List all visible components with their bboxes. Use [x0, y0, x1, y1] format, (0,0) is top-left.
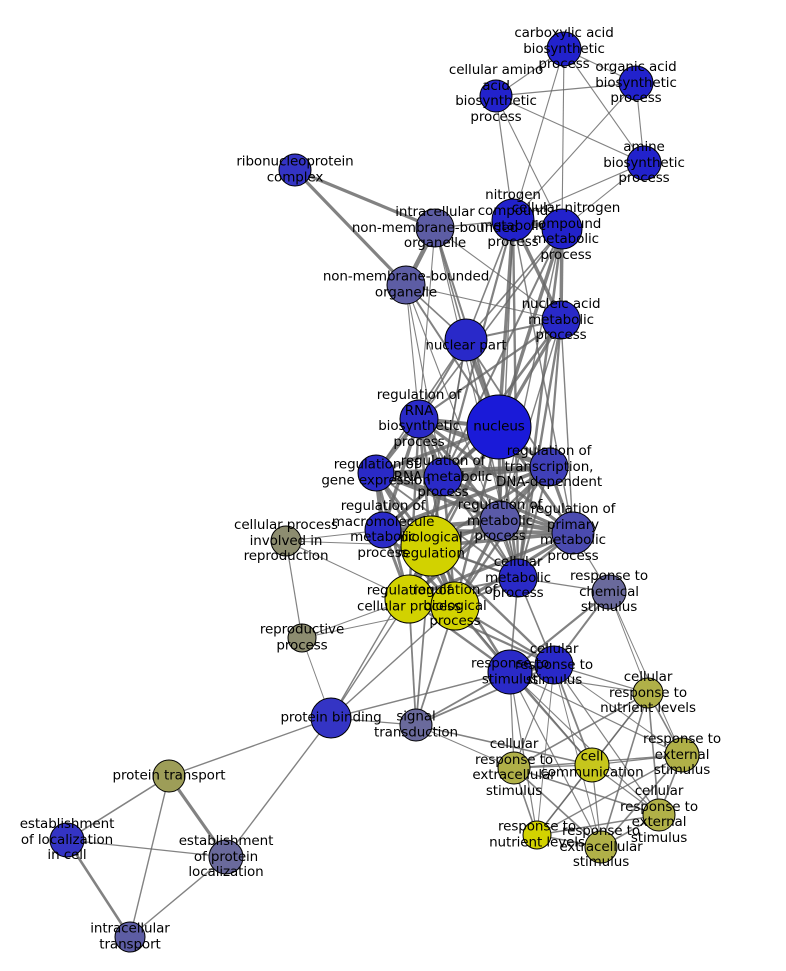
- graph-edge: [495, 95, 645, 164]
- graph-node-establishment-of-protein-localization[interactable]: [208, 839, 244, 875]
- graph-node-regulation-of-cellular-process[interactable]: [384, 574, 434, 624]
- graph-node-reproductive-process[interactable]: [287, 623, 317, 653]
- graph-edge: [608, 591, 683, 756]
- graph-edge: [408, 531, 574, 601]
- graph-edge: [497, 228, 564, 428]
- graph-edge: [375, 471, 574, 535]
- graph-edge: [330, 605, 456, 719]
- graph-edge: [561, 48, 565, 230]
- graph-node-regulation-of-biological-process[interactable]: [430, 581, 480, 631]
- graph-node-regulation-of-metabolic-process[interactable]: [479, 500, 521, 542]
- graph-edge: [600, 692, 649, 848]
- graph-node-regulation-of-primary-metabolic-process[interactable]: [551, 511, 595, 555]
- graph-node-response-to-stimulus[interactable]: [487, 649, 533, 695]
- graph-node-nucleus[interactable]: [466, 394, 532, 460]
- graph-node-regulation-of-transcription-dna-dependent[interactable]: [529, 447, 569, 487]
- graph-node-cellular-response-to-nutrient-levels[interactable]: [632, 677, 664, 709]
- graph-node-regulation-of-gene-expression[interactable]: [357, 454, 395, 492]
- graph-node-protein-transport[interactable]: [152, 759, 186, 793]
- graph-edge: [434, 227, 562, 321]
- graph-node-nucleic-acid-metabolic-process[interactable]: [541, 300, 581, 340]
- graph-edge: [293, 168, 408, 287]
- graph-edge: [600, 754, 683, 848]
- graph-edge: [513, 767, 602, 848]
- graph-edge: [405, 284, 562, 321]
- graph-node-ribonucleoprotein-complex[interactable]: [278, 153, 312, 187]
- graph-node-cellular-nitrogen-compound-metabolic-process[interactable]: [541, 208, 583, 250]
- graph-edge: [553, 664, 660, 816]
- edge-layer: [65, 48, 683, 938]
- graph-edge: [495, 82, 637, 97]
- graph-node-regulation-of-macromolecule-metabolic-process[interactable]: [364, 511, 402, 549]
- graph-edge: [66, 775, 170, 841]
- graph-node-intracellular-non-membrane-bounded-organelle[interactable]: [415, 208, 455, 248]
- graph-edge: [285, 540, 303, 639]
- graph-node-non-membrane-bounded-organelle[interactable]: [386, 265, 426, 305]
- graph-node-response-to-nutrient-levels[interactable]: [522, 820, 552, 850]
- graph-edge: [563, 48, 645, 164]
- graph-node-nuclear-part[interactable]: [444, 318, 488, 362]
- graph-node-regulation-of-rna-biosynthetic-process[interactable]: [399, 399, 439, 439]
- graph-edge: [608, 591, 649, 694]
- graph-edge: [66, 839, 227, 858]
- graph-edge: [495, 95, 563, 230]
- graph-edge: [512, 82, 637, 221]
- graph-edge: [465, 228, 563, 341]
- graph-edge: [516, 319, 563, 579]
- graph-edge: [225, 717, 332, 858]
- graph-edge: [418, 228, 563, 420]
- graph-edge: [330, 545, 432, 719]
- graph-node-nitrogen-compound-metabolic-process[interactable]: [491, 198, 535, 242]
- graph-edge: [407, 418, 421, 600]
- graph-edge: [294, 168, 436, 230]
- graph-edge: [415, 724, 515, 769]
- node-layer: [49, 31, 700, 953]
- graph-node-cellular-amino-acid-biosynthetic-process[interactable]: [479, 79, 513, 113]
- graph-node-regulation-of-rna-metabolic-process[interactable]: [423, 457, 463, 497]
- graph-edge: [405, 284, 444, 478]
- graph-node-response-to-chemical-stimulus[interactable]: [591, 574, 627, 610]
- graph-edge: [512, 162, 645, 221]
- graph-edge: [129, 856, 227, 938]
- graph-edge: [375, 464, 550, 476]
- graph-node-response-to-extracellular-stimulus[interactable]: [584, 830, 618, 864]
- graph-edge: [536, 754, 683, 836]
- graph-edge: [512, 48, 565, 221]
- graph-node-signal-transduction[interactable]: [399, 708, 433, 742]
- graph-node-cellular-metabolic-process[interactable]: [498, 558, 538, 598]
- graph-edge: [418, 319, 562, 420]
- graph-edge: [509, 671, 538, 836]
- graph-edge: [513, 692, 649, 769]
- graph-edge: [405, 284, 420, 420]
- graph-node-cellular-response-to-extracellular-stimulus[interactable]: [497, 751, 531, 785]
- graph-node-intracellular-transport[interactable]: [114, 921, 146, 953]
- graph-edge: [647, 692, 660, 816]
- graph-edge: [65, 839, 132, 938]
- graph-node-response-to-external-stimulus[interactable]: [664, 737, 700, 773]
- graph-edge: [560, 319, 574, 534]
- graph-node-cellular-response-to-external-stimulus[interactable]: [642, 798, 676, 832]
- graph-edge: [547, 319, 563, 468]
- graph-node-biological-regulation[interactable]: [400, 515, 462, 577]
- graph-node-carboxylic-acid-biosynthetic-process[interactable]: [546, 31, 582, 67]
- graph-node-cellular-response-to-stimulus[interactable]: [534, 645, 574, 685]
- graph-edge: [330, 671, 511, 719]
- graph-edge: [509, 671, 602, 848]
- graph-edge: [418, 417, 574, 535]
- graph-node-protein-binding[interactable]: [310, 697, 352, 739]
- graph-node-organic-acid-biosynthetic-process[interactable]: [618, 65, 654, 101]
- graph-node-cellular-process-involved-in-reproduction[interactable]: [270, 525, 302, 557]
- graph-edge: [418, 227, 436, 420]
- graph-node-cell-communication[interactable]: [574, 747, 610, 783]
- graph-edge: [509, 671, 683, 756]
- graph-edge: [513, 767, 660, 816]
- graph-edge: [415, 724, 593, 766]
- graph-edge: [536, 814, 660, 836]
- graph-node-establishment-of-localization-in-cell[interactable]: [49, 822, 85, 858]
- graph-node-amine-biosynthetic-process[interactable]: [626, 145, 662, 181]
- graph-edge: [168, 717, 332, 777]
- graph-edge: [129, 775, 170, 938]
